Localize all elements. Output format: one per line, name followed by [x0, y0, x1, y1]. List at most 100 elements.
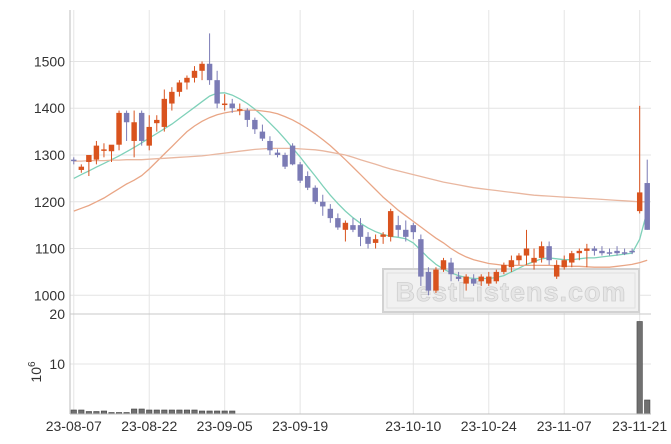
candle-body — [440, 260, 447, 270]
candle-body — [493, 271, 500, 282]
volume-bar — [183, 409, 190, 415]
moving-average-line-2 — [73, 109, 648, 268]
candle-body — [403, 229, 409, 237]
volume-bar — [161, 409, 168, 415]
candle-body — [327, 208, 334, 219]
candle-body — [101, 149, 107, 151]
candle-body — [176, 82, 183, 92]
candle-body — [531, 257, 537, 263]
moving-average-line-3 — [73, 147, 648, 203]
candle-body — [206, 63, 213, 81]
candle-body — [282, 154, 288, 167]
candle-body — [644, 183, 650, 230]
candle-body — [508, 260, 515, 268]
candle-body — [410, 225, 417, 233]
watermark-inner-box — [386, 272, 636, 309]
candle-body — [606, 252, 613, 254]
candle-body — [591, 248, 598, 251]
tick-labels: 1000 1100 1200 1300 1400 1500 10 20 23-08-07 23-0… — [27, 53, 667, 434]
candle-body — [478, 276, 484, 282]
candle-body — [561, 260, 567, 268]
candle-body — [387, 211, 394, 237]
price-tick-label: 1400 — [34, 100, 65, 116]
date-tick-label: 23-08-07 — [46, 418, 102, 434]
candle-body — [486, 276, 492, 284]
candle-body — [312, 187, 318, 202]
candle-body — [116, 112, 122, 145]
candle-body — [86, 154, 92, 162]
candle-body — [546, 246, 552, 261]
volume-tick-label: 20 — [49, 306, 65, 322]
volume-bar — [644, 399, 651, 415]
candle-body — [267, 140, 273, 151]
candle-body — [523, 248, 530, 256]
candle-body — [244, 110, 251, 120]
axes — [69, 10, 651, 415]
candle-body — [614, 250, 620, 254]
price-tick-label: 1200 — [34, 194, 65, 210]
candle-body — [433, 269, 439, 291]
date-tick-label: 23-10-10 — [385, 418, 441, 434]
volume-bar — [131, 408, 138, 415]
candle-body — [161, 98, 168, 127]
volume-bar — [191, 409, 198, 415]
candle-body — [425, 271, 432, 291]
candle-body — [350, 225, 356, 230]
volume-bar — [146, 409, 153, 415]
volume-bar — [176, 409, 183, 415]
price-tick-label: 1300 — [34, 147, 65, 163]
candle-body — [569, 253, 575, 263]
date-tick-label: 23-09-19 — [272, 418, 328, 434]
candle-body — [335, 218, 341, 228]
grid-lines — [70, 10, 651, 414]
candle-body — [214, 80, 220, 104]
candle-body — [297, 164, 303, 181]
candle-body — [78, 166, 85, 170]
candle-body — [516, 255, 522, 261]
candle-body — [380, 234, 386, 237]
candle-body — [199, 63, 205, 71]
candle-body — [108, 144, 115, 152]
candle-body — [221, 103, 228, 106]
candle-body — [93, 145, 100, 160]
candle-body — [629, 250, 635, 253]
date-tick-label: 23-11-07 — [537, 418, 592, 434]
candle-body — [304, 176, 311, 188]
candle-body — [501, 264, 507, 272]
candle-body — [463, 276, 469, 284]
candle-body — [138, 112, 145, 141]
price-tick-label: 1000 — [34, 287, 65, 303]
date-tick-label: 23-10-24 — [461, 418, 517, 434]
volume-tick-label: 10 — [49, 356, 65, 372]
candle-body — [584, 248, 590, 251]
volume-multiplier-label: 106 — [27, 361, 44, 383]
volume-bar — [168, 409, 175, 415]
price-tick-label: 1100 — [35, 241, 65, 257]
candle-body — [274, 152, 281, 155]
date-tick-label: 23-11-21 — [612, 418, 667, 434]
candle-body — [365, 236, 371, 244]
candle-body — [252, 119, 258, 130]
candle-body — [259, 131, 266, 139]
volume-bar — [153, 409, 160, 415]
candle-body — [289, 145, 296, 165]
candle-body — [146, 126, 152, 146]
candle-body — [599, 250, 605, 254]
candle-body — [636, 192, 643, 212]
volume-bar — [138, 408, 145, 415]
volume-multiplier-exponent: 6 — [27, 361, 38, 367]
candle-body — [576, 250, 583, 254]
candle-body — [357, 225, 364, 237]
date-tick-label: 23-09-05 — [197, 418, 253, 434]
date-tick-label: 23-08-22 — [121, 418, 177, 434]
candle-body — [123, 112, 130, 123]
candle-body — [320, 201, 326, 207]
candle-body — [372, 239, 379, 243]
candle-body — [342, 222, 349, 230]
candle-body — [191, 70, 198, 78]
candle-body — [237, 109, 243, 111]
price-tick-label: 1500 — [34, 53, 65, 69]
candle-body — [229, 103, 235, 109]
candle-body — [448, 262, 454, 275]
